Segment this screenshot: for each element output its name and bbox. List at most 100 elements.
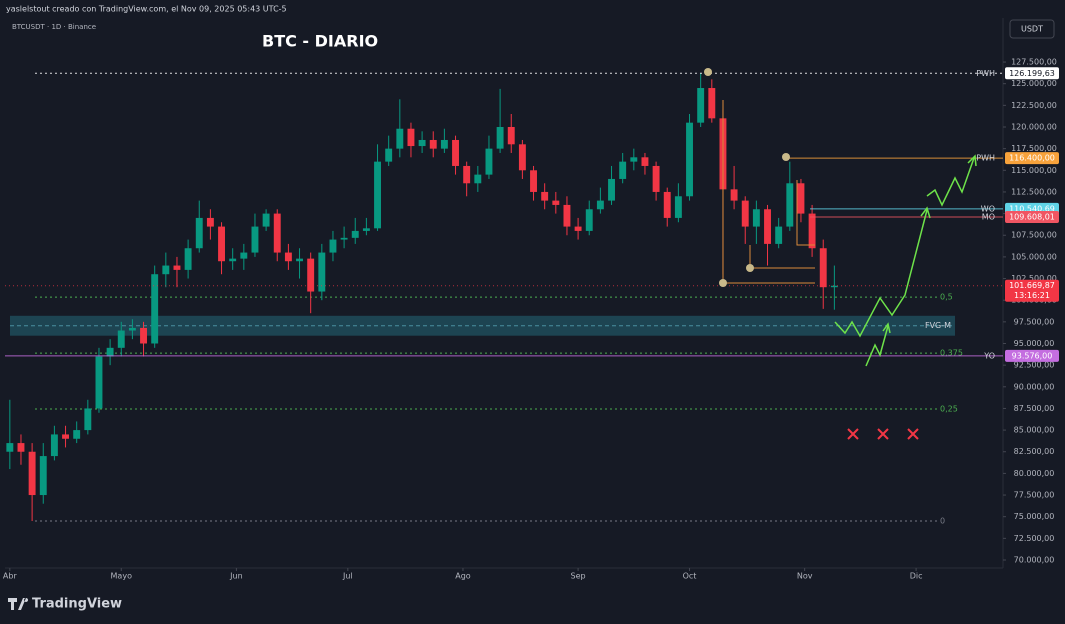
- candle-body: [329, 239, 337, 253]
- y-tick-label: 107.500,00: [1011, 231, 1057, 240]
- candle-body: [396, 128, 404, 149]
- x-tick-label: Jun: [229, 572, 243, 581]
- projection-arrow: [920, 206, 931, 219]
- y-tick-label: 125.000,00: [1011, 79, 1057, 88]
- projection: [865, 325, 889, 367]
- price-tag-label: 126.199,63: [1009, 69, 1055, 78]
- fvg-label: FVG-M: [925, 321, 951, 330]
- y-tick-label: 90.000,00: [1014, 382, 1055, 391]
- candle-body: [652, 165, 660, 192]
- candle-body: [552, 200, 560, 205]
- fib-label: 0: [940, 516, 945, 525]
- candle-body: [585, 209, 593, 231]
- projection: [834, 209, 928, 338]
- candle-body: [708, 88, 716, 119]
- candle-body: [229, 258, 237, 262]
- candle-body: [296, 258, 303, 262]
- candle-body: [797, 183, 805, 214]
- level-name: WO: [981, 204, 995, 213]
- candle-body: [28, 451, 36, 496]
- projection-arrow: [967, 154, 977, 167]
- price-tag: [1005, 210, 1059, 223]
- countdown: 13:16:21: [1014, 291, 1050, 300]
- candle-body: [418, 139, 426, 147]
- y-tick-label: 97.500,00: [1014, 317, 1055, 326]
- candle-body: [50, 434, 58, 457]
- y-tick-label: 117.500,00: [1011, 144, 1057, 153]
- candle-body: [62, 434, 69, 439]
- price-tag-label: 93.576,00: [1012, 351, 1053, 360]
- price-tag-label: 109.608,01: [1009, 212, 1055, 221]
- chart-title: BTC - DIARIO: [262, 32, 378, 51]
- candle-body: [407, 128, 415, 147]
- y-tick-label: 92.500,00: [1014, 361, 1055, 370]
- candle-body: [284, 252, 292, 262]
- y-tick-label: 122.500,00: [1011, 101, 1057, 110]
- candle-body: [140, 327, 147, 344]
- candle-body: [195, 217, 203, 249]
- candle-body: [39, 456, 47, 496]
- projection-arrow: [882, 322, 891, 334]
- candle-body: [307, 258, 315, 292]
- candle-body: [507, 126, 515, 145]
- candle-body: [697, 88, 705, 123]
- price-tag: [1005, 67, 1059, 80]
- candle-body: [730, 189, 738, 201]
- candle-body: [786, 183, 794, 227]
- y-tick-label: 87.500,00: [1014, 404, 1055, 413]
- x-tick-label: Jul: [342, 572, 353, 581]
- anchor-point: [746, 264, 754, 272]
- candle-body: [206, 217, 214, 227]
- candle-body: [485, 148, 493, 175]
- candle-body: [173, 265, 181, 270]
- candle-body: [830, 285, 838, 288]
- x-tick-label: Abr: [3, 572, 18, 581]
- y-tick-label: 95.000,00: [1014, 339, 1055, 348]
- candle-body: [641, 157, 649, 166]
- candle-body: [6, 443, 14, 452]
- x-tick-label: Dic: [910, 572, 923, 581]
- y-tick-label: 82.500,00: [1014, 447, 1055, 456]
- candle-body: [596, 200, 604, 210]
- y-tick-label: 112.500,00: [1011, 187, 1057, 196]
- candle-body: [251, 226, 259, 253]
- level-name: YO: [983, 351, 995, 360]
- x-tick-label: Nov: [797, 572, 813, 581]
- y-tick-label: 105.000,00: [1011, 252, 1057, 261]
- candle-body: [530, 170, 537, 192]
- x-tick-label: Mayo: [111, 572, 133, 581]
- candle-body: [452, 139, 459, 166]
- candle-body: [752, 209, 760, 227]
- price-tag-label: 110.540,69: [1009, 204, 1055, 213]
- anchor-point: [782, 153, 790, 161]
- candle-body: [374, 161, 381, 229]
- y-tick-label: 102.500,00: [1011, 274, 1057, 283]
- y-tick-label: 127.500,00: [1011, 58, 1057, 67]
- candle-body: [128, 327, 136, 331]
- candle-body: [273, 213, 281, 253]
- y-tick-label: 85.000,00: [1014, 426, 1055, 435]
- invalid-marks: [847, 428, 919, 440]
- candle-body: [619, 161, 627, 179]
- candle-body: [262, 213, 270, 227]
- y-tick-label: 70.000,00: [1014, 555, 1055, 564]
- currency-box[interactable]: [1009, 19, 1055, 39]
- last-price-tag: [1005, 279, 1059, 302]
- candle-body: [385, 148, 393, 162]
- candle-body: [340, 237, 348, 240]
- y-tick-label: 75.000,00: [1014, 512, 1055, 521]
- y-tick-label: 115.000,00: [1011, 166, 1057, 175]
- candle-body: [106, 347, 114, 357]
- candle-body: [240, 252, 248, 259]
- drawings: [704, 68, 977, 440]
- projection: [926, 157, 975, 207]
- candle-body: [608, 178, 615, 201]
- anchor-point: [719, 279, 727, 287]
- fib-label: 0,25: [940, 405, 958, 414]
- candle-body: [117, 330, 125, 348]
- candle-body: [440, 139, 448, 149]
- candle-body: [474, 174, 482, 184]
- candle-body: [362, 228, 370, 231]
- candle-body: [84, 408, 92, 431]
